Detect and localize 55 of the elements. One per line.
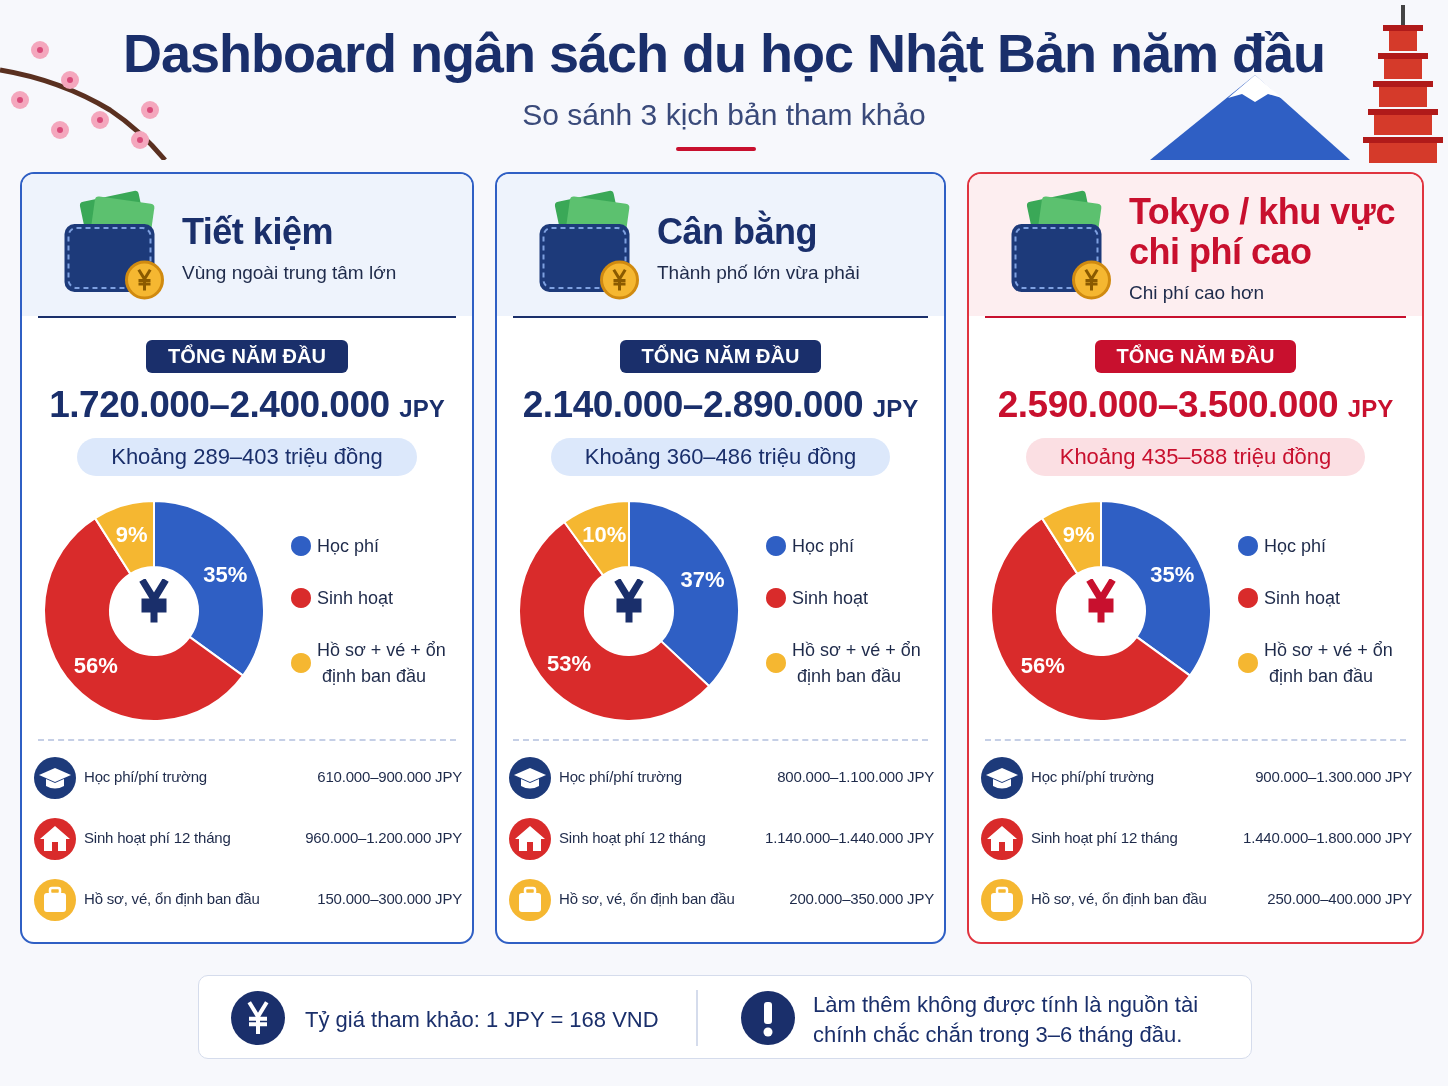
text: 610.000–900.000 JPY — [317, 768, 462, 785]
legend-label: Sinh hoạt — [792, 588, 869, 608]
text: Học phí/phí trường — [1031, 768, 1155, 785]
data-label: 9% — [1062, 521, 1095, 547]
text: Hồ sơ, vé, ổn định ban đầu — [559, 890, 735, 907]
text: Học phí/phí trường — [559, 768, 683, 785]
legend-label: Hồ sơ + vé + ổn định ban đầu — [317, 640, 446, 686]
text: Dashboard ngân sách du học Nhật Bản năm đầu — [121, 22, 1327, 84]
legend-label: Học phí — [317, 536, 380, 556]
text: TỔNG NĂM ĐẦU — [146, 340, 348, 373]
chart-subtitle: Vùng ngoài trung tâm lớn — [182, 262, 398, 284]
text: So sánh 3 kịch bản tham khảo — [521, 98, 927, 132]
legend-label: Sinh hoạt — [317, 588, 394, 608]
data-label: 56% — [1020, 653, 1065, 679]
text: 960.000–1.200.000 JPY — [305, 829, 462, 846]
data-label: 37% — [680, 566, 725, 592]
text: 2.590.000–3.500.000 JPY — [997, 384, 1394, 425]
chart-title: Cân bằng — [657, 211, 818, 252]
data-label: 35% — [203, 562, 248, 588]
legend-label: Hồ sơ + vé + ổn định ban đầu — [792, 640, 921, 686]
text: Hồ sơ, vé, ổn định ban đầu — [84, 890, 260, 907]
text: 150.000–300.000 JPY — [317, 890, 462, 907]
text: Hồ sơ, vé, ổn định ban đầu — [1031, 890, 1207, 907]
text: Học phí/phí trường — [84, 768, 208, 785]
data-label: 56% — [73, 653, 118, 679]
chart-subtitle: Chi phí cao hơn — [1129, 282, 1265, 304]
legend-label: Sinh hoạt — [1264, 588, 1341, 608]
legend-label: Học phí — [1264, 536, 1327, 556]
text: Khoảng 435–588 triệu đồng — [1025, 438, 1366, 476]
chart-title: Tokyo / khu vực chi phí cao — [1129, 191, 1396, 272]
chart-title: Tiết kiệm — [182, 211, 334, 252]
text: 900.000–1.300.000 JPY — [1255, 768, 1412, 785]
data-label: 53% — [546, 651, 592, 677]
data-label: 10% — [582, 522, 627, 548]
text: 2.140.000–2.890.000 JPY — [522, 384, 919, 425]
legend-label: Hồ sơ + vé + ổn định ban đầu — [1264, 640, 1393, 686]
legend-label: Học phí — [792, 536, 855, 556]
text: 1.140.000–1.440.000 JPY — [765, 829, 934, 846]
text: Sinh hoạt phí 12 tháng — [1031, 829, 1178, 846]
text: 800.000–1.100.000 JPY — [777, 768, 934, 785]
data-label: 9% — [115, 521, 148, 547]
text: Tỷ giá tham khảo: 1 JPY = 168 VND — [305, 1006, 660, 1034]
chart-subtitle: Thành phố lớn vừa phải — [657, 262, 861, 284]
text: Khoảng 289–403 triệu đồng — [77, 438, 417, 476]
text: 250.000–400.000 JPY — [1267, 890, 1412, 907]
text: Sinh hoạt phí 12 tháng — [559, 829, 706, 846]
text: 200.000–350.000 JPY — [789, 890, 934, 907]
text: 1.720.000–2.400.000 JPY — [49, 384, 445, 425]
text: 1.440.000–1.800.000 JPY — [1243, 829, 1412, 846]
text: Khoảng 360–486 triệu đồng — [550, 438, 891, 476]
text: Sinh hoạt phí 12 tháng — [84, 829, 231, 846]
text: Làm thêm không được tính là nguồn tài chính chắc chắn trong 3–6 tháng đầu. — [813, 991, 1200, 1049]
data-label: 35% — [1150, 562, 1195, 588]
text: TỔNG NĂM ĐẦU — [619, 340, 822, 373]
text: TỔNG NĂM ĐẦU — [1094, 340, 1297, 373]
